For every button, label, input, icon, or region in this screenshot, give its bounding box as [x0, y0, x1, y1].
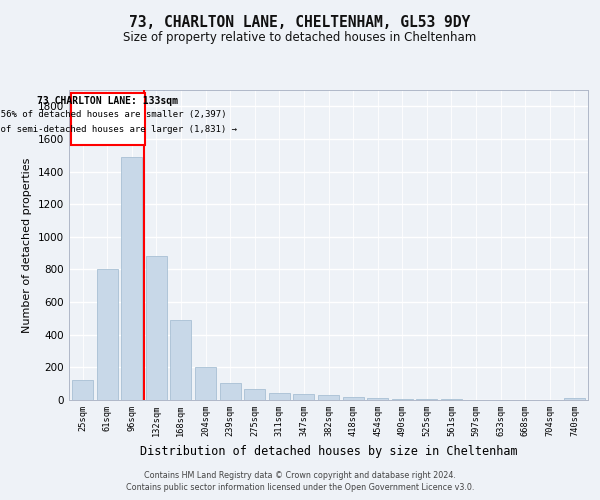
Bar	[564, 398, 585, 400]
Bar	[170, 320, 191, 400]
Bar	[146, 256, 167, 400]
Text: ← 56% of detached houses are smaller (2,397): ← 56% of detached houses are smaller (2,…	[0, 110, 226, 120]
Bar	[318, 395, 339, 400]
Bar	[269, 393, 290, 400]
Text: 73, CHARLTON LANE, CHELTENHAM, GL53 9DY: 73, CHARLTON LANE, CHELTENHAM, GL53 9DY	[130, 15, 470, 30]
Bar	[343, 396, 364, 400]
Bar	[121, 157, 142, 400]
Bar	[392, 398, 413, 400]
FancyBboxPatch shape	[71, 94, 145, 144]
Bar	[244, 390, 265, 400]
Bar	[72, 380, 93, 400]
Bar	[367, 398, 388, 400]
Bar	[97, 270, 118, 400]
Bar	[220, 383, 241, 400]
Text: 43% of semi-detached houses are larger (1,831) →: 43% of semi-detached houses are larger (…	[0, 126, 237, 134]
Bar	[195, 366, 216, 400]
Text: Contains public sector information licensed under the Open Government Licence v3: Contains public sector information licen…	[126, 483, 474, 492]
Text: Size of property relative to detached houses in Cheltenham: Size of property relative to detached ho…	[124, 31, 476, 44]
Text: 73 CHARLTON LANE: 133sqm: 73 CHARLTON LANE: 133sqm	[37, 96, 178, 106]
X-axis label: Distribution of detached houses by size in Cheltenham: Distribution of detached houses by size …	[140, 444, 517, 458]
Bar	[416, 399, 437, 400]
Bar	[293, 394, 314, 400]
Text: Contains HM Land Registry data © Crown copyright and database right 2024.: Contains HM Land Registry data © Crown c…	[144, 472, 456, 480]
Y-axis label: Number of detached properties: Number of detached properties	[22, 158, 32, 332]
